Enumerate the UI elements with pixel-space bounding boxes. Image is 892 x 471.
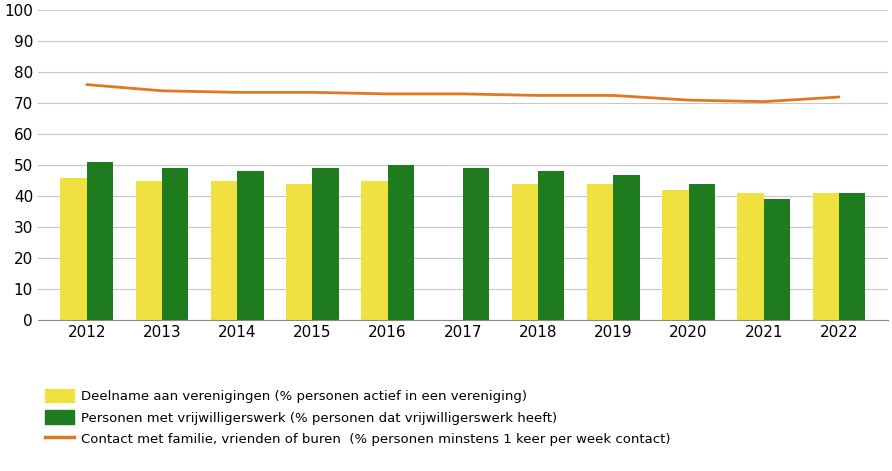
Bar xyxy=(538,171,565,320)
Bar xyxy=(839,193,865,320)
Bar xyxy=(764,199,790,320)
Bar xyxy=(512,184,538,320)
Bar xyxy=(587,184,614,320)
Bar xyxy=(286,184,312,320)
Bar xyxy=(813,193,839,320)
Bar xyxy=(162,168,188,320)
Bar xyxy=(388,165,414,320)
Bar xyxy=(87,162,113,320)
Bar xyxy=(614,175,640,320)
Legend: Deelname aan verenigingen (% personen actief in een vereniging), Personen met vr: Deelname aan verenigingen (% personen ac… xyxy=(45,389,671,446)
Bar xyxy=(689,184,714,320)
Bar xyxy=(361,181,388,320)
Bar xyxy=(237,171,263,320)
Bar xyxy=(61,178,87,320)
Bar xyxy=(463,168,489,320)
Bar xyxy=(738,193,764,320)
Bar xyxy=(312,168,339,320)
Bar xyxy=(136,181,162,320)
Bar xyxy=(662,190,689,320)
Bar xyxy=(211,181,237,320)
